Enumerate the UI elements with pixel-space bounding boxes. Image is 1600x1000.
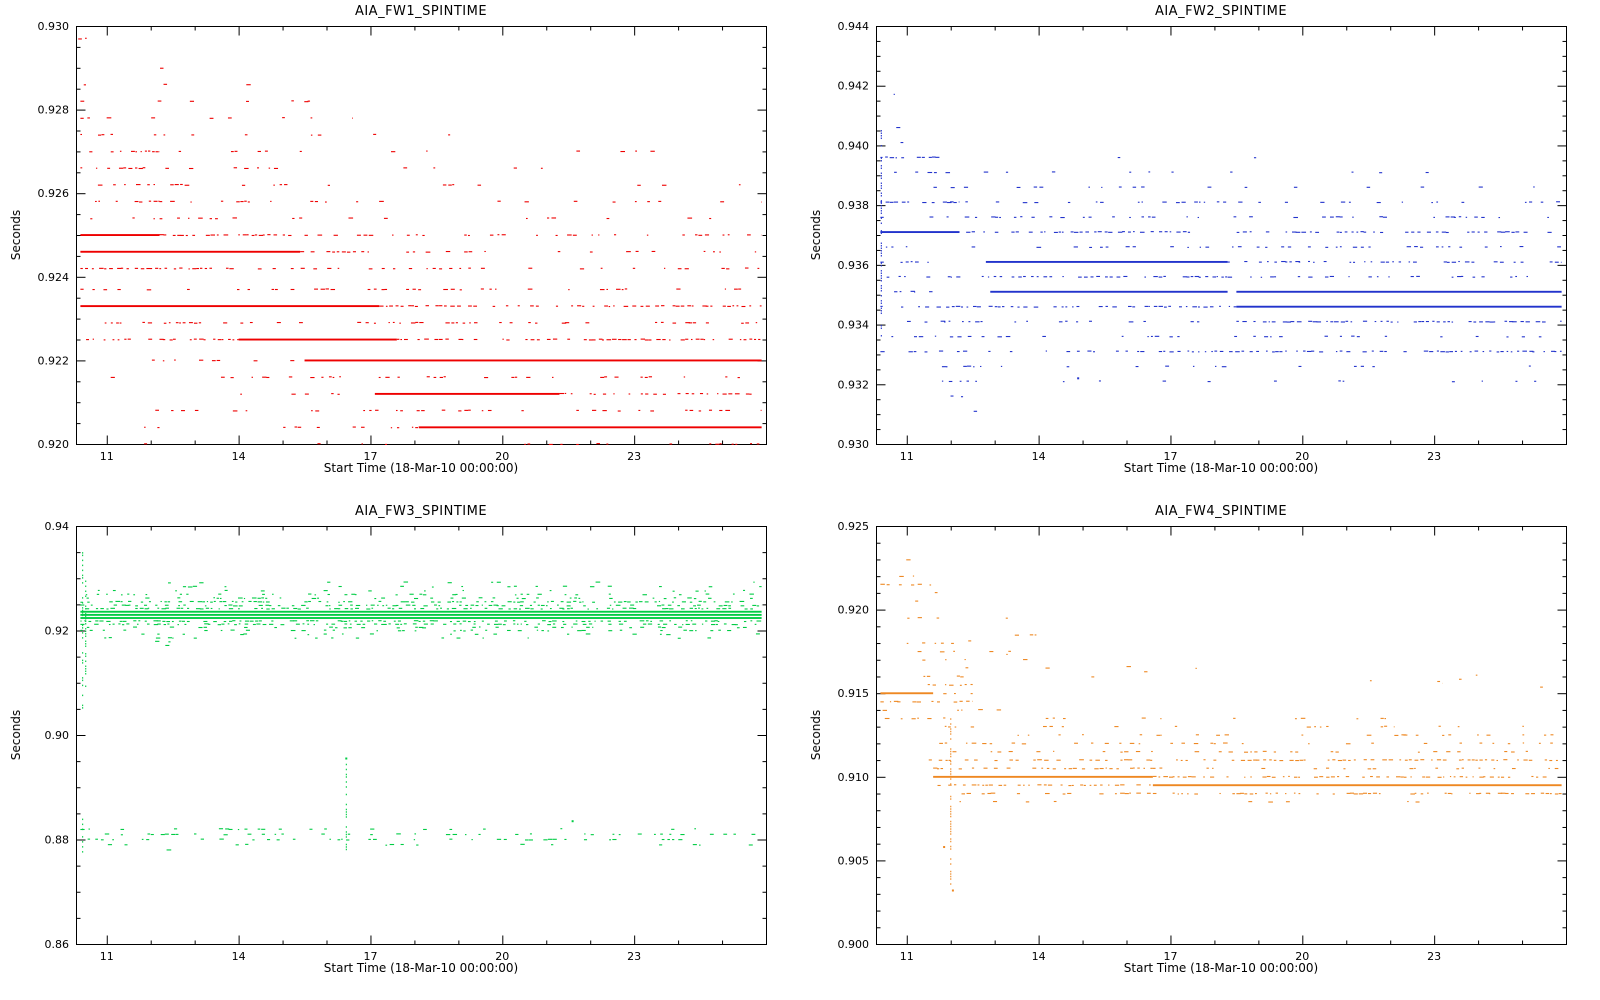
x-axis-label: Start Time (18-Mar-10 00:00:00) [1123, 961, 1319, 975]
x-axis-label: Start Time (18-Mar-10 00:00:00) [323, 461, 519, 475]
fw3-scatter-canvas [0, 500, 800, 1000]
y-axis-label: Seconds [809, 709, 823, 761]
x-axis-label: Start Time (18-Mar-10 00:00:00) [1123, 461, 1319, 475]
x-axis-label: Start Time (18-Mar-10 00:00:00) [323, 961, 519, 975]
chart-panel-aia-fw1-spintime: AIA_FW1_SPINTIME Start Time (18-Mar-10 0… [0, 0, 800, 500]
y-axis-label: Seconds [9, 709, 23, 761]
fw2-scatter-canvas [800, 0, 1600, 500]
chart-title: AIA_FW1_SPINTIME [354, 4, 488, 19]
chart-panel-aia-fw2-spintime: AIA_FW2_SPINTIME Start Time (18-Mar-10 0… [800, 0, 1600, 500]
chart-title: AIA_FW4_SPINTIME [1154, 504, 1288, 519]
fw1-scatter-canvas [0, 0, 800, 500]
fw4-scatter-canvas [800, 500, 1600, 1000]
y-axis-label: Seconds [809, 209, 823, 261]
chart-panel-aia-fw4-spintime: AIA_FW4_SPINTIME Start Time (18-Mar-10 0… [800, 500, 1600, 1000]
chart-panel-aia-fw3-spintime: AIA_FW3_SPINTIME Start Time (18-Mar-10 0… [0, 500, 800, 1000]
y-axis-label: Seconds [9, 209, 23, 261]
chart-title: AIA_FW3_SPINTIME [354, 504, 488, 519]
chart-title: AIA_FW2_SPINTIME [1154, 4, 1288, 19]
